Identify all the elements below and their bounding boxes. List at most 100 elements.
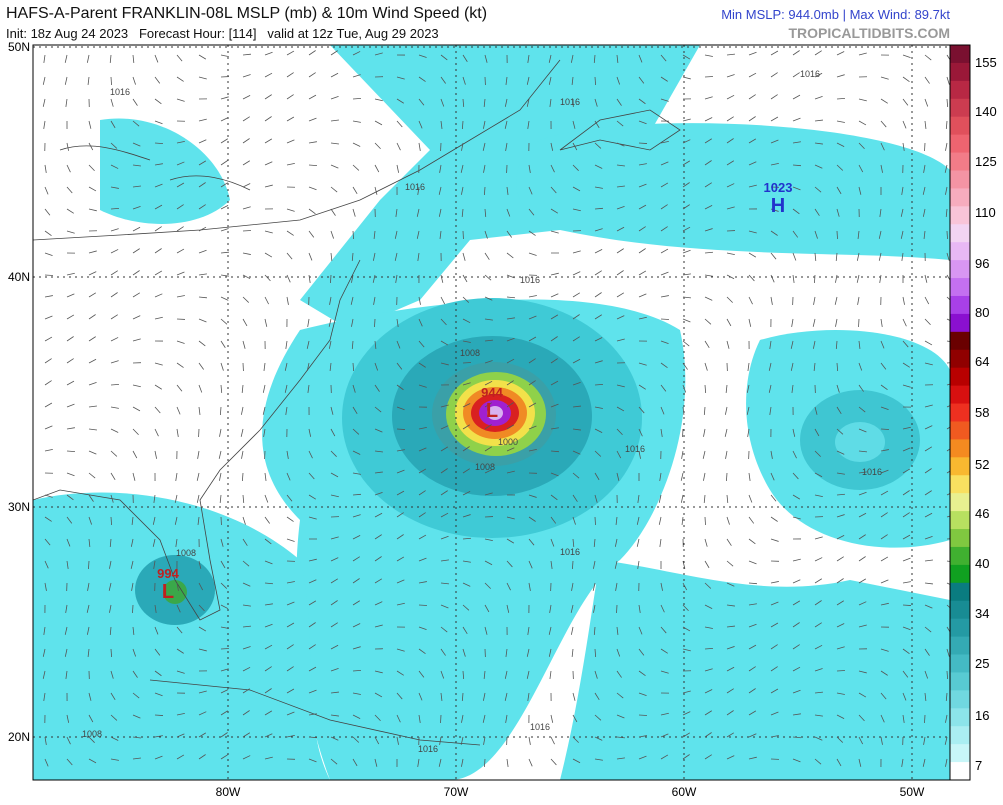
wind-barb [705,517,706,525]
lon-label: 60W [672,785,697,799]
title: HAFS-A-Parent FRANKLIN-08L MSLP (mb) & 1… [6,5,487,22]
wind-barb [661,319,669,320]
isobar-label: 1016 [110,87,130,97]
colorbar-swatch [950,475,970,493]
colorbar-swatch [950,619,970,637]
wind-barb [132,605,133,613]
isobar-label: 1008 [82,729,102,739]
wind-barb [330,275,331,283]
colorbar-label: 96 [975,256,989,271]
isobar-label: 1016 [530,722,550,732]
colorbar-swatch [950,601,970,619]
wind-barb [88,561,89,569]
colorbar-label: 155 [975,55,997,70]
colorbar-swatch [950,565,970,583]
colorbar-swatch [950,690,970,708]
pressure-value: 1023 [764,180,793,195]
colorbar-swatch [950,296,970,314]
colorbar-label: 80 [975,305,989,320]
colorbar-swatch [950,744,970,762]
wind-barb [837,231,838,239]
colorbar-label: 40 [975,556,989,571]
colorbar-label: 16 [975,708,989,723]
wind-barb [374,319,375,327]
colorbar-label: 125 [975,154,997,169]
wind-barb [947,231,948,239]
isobar-label: 1016 [560,97,580,107]
colorbar-swatch [950,421,970,439]
colorbar-swatch [950,117,970,135]
colorbar-swatch [950,81,970,99]
colorbar-swatch [950,404,970,422]
wind-barb [419,605,427,606]
colorbar-label: 58 [975,405,989,420]
isobar-label: 1008 [460,348,480,358]
isobar-label: 1008 [176,548,196,558]
pressure-symbol: H [771,195,785,217]
colorbar-swatch [950,350,970,368]
wind-barb [595,517,596,525]
map: 1023H944L994L101610161016101610161008100… [33,45,955,780]
colorbar-swatch [950,762,970,780]
colorbar-swatch [950,63,970,81]
source: TROPICALTIDBITS.COM [788,25,950,41]
wind-barb [705,76,713,77]
isobar-label: 1008 [475,462,495,472]
wind-barb [221,648,229,649]
colorbar-swatch [950,99,970,117]
wind-barb [639,715,647,716]
colorbar-swatch [950,672,970,690]
colorbar-swatch [950,188,970,206]
colorbar-swatch [950,206,970,224]
wind-barb [924,715,925,723]
colorbar-swatch [950,242,970,260]
colorbar-label: 34 [975,606,989,621]
colorbar-swatch [950,637,970,655]
lon-label: 50W [900,785,925,799]
colorbar-swatch [950,655,970,673]
isobar-label: 1000 [498,437,518,447]
isobar-label: 1016 [520,275,540,285]
lat-label: 50N [8,40,30,54]
colorbar-swatch [950,153,970,171]
lat-label: 30N [8,500,30,514]
colorbar-swatch [950,457,970,475]
colorbar-swatch [950,439,970,457]
colorbar-swatch [950,170,970,188]
colorbar-label: 52 [975,457,989,472]
wind-barb [111,77,112,85]
pressure-value: 944 [481,385,503,400]
pressure-symbol: L [162,581,174,603]
colorbar-label: 140 [975,104,997,119]
isobar-label: 1016 [418,744,438,754]
colorbar-swatch [950,135,970,153]
wind-barb [463,362,471,363]
colorbar-label: 64 [975,354,989,369]
lon-label: 70W [444,785,469,799]
colorbar-swatch [950,493,970,511]
isobar-label: 1016 [800,69,820,79]
colorbar-swatch [950,708,970,726]
colorbar-swatch [950,368,970,386]
colorbar-swatch [950,726,970,744]
colorbar-swatch [950,386,970,404]
colorbar-swatch [950,278,970,296]
stats: Min MSLP: 944.0mb | Max Wind: 89.7kt [721,7,950,22]
colorbar-swatch [950,529,970,547]
colorbar-swatch [950,45,970,63]
isobar-label: 1016 [862,467,882,477]
colorbar-label: 7 [975,758,982,773]
colorbar-swatch [950,224,970,242]
isobar-label: 1016 [405,182,425,192]
wind-barb [837,670,845,671]
colorbar-swatch [950,511,970,529]
isobar-label: 1016 [560,547,580,557]
lat-label: 40N [8,270,30,284]
colorbar-label: 46 [975,506,989,521]
colorbar-swatch [950,314,970,332]
colorbar-label: 25 [975,656,989,671]
colorbar-swatch [950,332,970,350]
isobar-label: 1016 [625,444,645,454]
